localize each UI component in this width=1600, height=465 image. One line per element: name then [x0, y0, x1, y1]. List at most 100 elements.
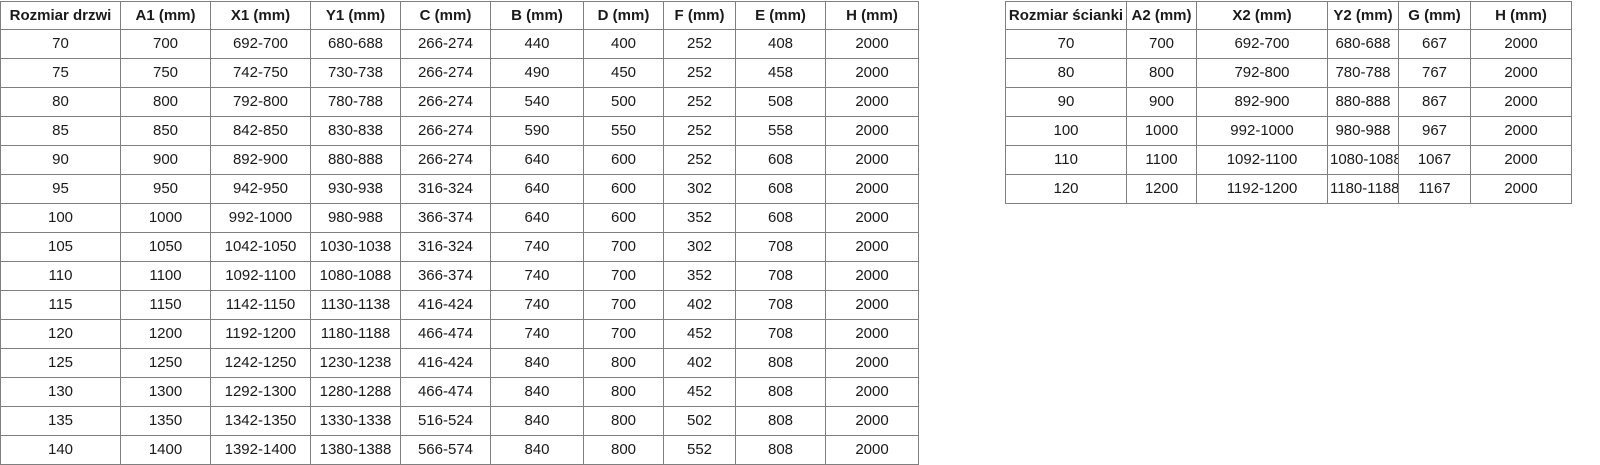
table-cell: 95 — [0, 174, 121, 204]
table-cell: 452 — [663, 377, 736, 407]
table-cell: 600 — [583, 203, 664, 233]
table-cell: 80 — [0, 87, 121, 117]
table-cell: 780-788 — [1327, 58, 1399, 88]
table-cell: 1230-1238 — [310, 348, 401, 378]
column-header: D (mm) — [583, 1, 664, 30]
table-cell: 750 — [120, 58, 211, 88]
table-cell: 266-274 — [400, 116, 491, 146]
table-cell: 1242-1250 — [210, 348, 311, 378]
table-cell: 692-700 — [1196, 29, 1328, 59]
table-cell: 640 — [490, 203, 584, 233]
table-cell: 352 — [663, 261, 736, 291]
table-cell: 800 — [583, 406, 664, 436]
table-cell: 740 — [490, 290, 584, 320]
column-header: G (mm) — [1398, 1, 1471, 30]
table-cell: 2000 — [1470, 58, 1572, 88]
table-cell: 316-324 — [400, 232, 491, 262]
table-body: 70 700 692-700 680-688 667 2000 80 800 792-800 78… — [1005, 29, 1572, 204]
table-cell: 700 — [583, 232, 664, 262]
table-cell: 2000 — [825, 174, 919, 204]
table-cell: 640 — [490, 145, 584, 175]
table-cell: 1342-1350 — [210, 406, 311, 436]
table-cell: 2000 — [1470, 174, 1572, 204]
table-cell: 120 — [0, 319, 121, 349]
table-cell: 608 — [735, 174, 826, 204]
table-cell: 708 — [735, 290, 826, 320]
table-cell: 590 — [490, 116, 584, 146]
column-header: H (mm) — [825, 1, 919, 30]
table-cell: 2000 — [825, 290, 919, 320]
table-cell: 408 — [735, 29, 826, 59]
table-cell: 730-738 — [310, 58, 401, 88]
table-cell: 508 — [735, 87, 826, 117]
table-cell: 992-1000 — [1196, 116, 1328, 146]
table-cell: 808 — [735, 435, 826, 465]
table-cell: 2000 — [825, 203, 919, 233]
table-cell: 1392-1400 — [210, 435, 311, 465]
table-cell: 700 — [583, 319, 664, 349]
table-cell: 252 — [663, 29, 736, 59]
table-cell: 2000 — [1470, 29, 1572, 59]
table-row: 70 700 692-700 680-688 266-274 440 400 252 408 20… — [0, 29, 919, 59]
column-header: H (mm) — [1470, 1, 1572, 30]
table-cell: 942-950 — [210, 174, 311, 204]
table-cell: 708 — [735, 319, 826, 349]
table-cell: 800 — [583, 348, 664, 378]
table-cell: 75 — [0, 58, 121, 88]
table-cell: 600 — [583, 174, 664, 204]
table-cell: 700 — [120, 29, 211, 59]
column-header: B (mm) — [490, 1, 584, 30]
table-cell: 252 — [663, 58, 736, 88]
table-cell: 70 — [0, 29, 121, 59]
table-cell: 2000 — [825, 58, 919, 88]
table-cell: 1292-1300 — [210, 377, 311, 407]
table-cell: 840 — [490, 377, 584, 407]
table-cell: 90 — [0, 145, 121, 175]
table-cell: 992-1000 — [210, 203, 311, 233]
table-cell: 252 — [663, 145, 736, 175]
table-cell: 2000 — [825, 29, 919, 59]
table-cell: 950 — [120, 174, 211, 204]
table-cell: 2000 — [825, 145, 919, 175]
table-cell: 450 — [583, 58, 664, 88]
table-cell: 850 — [120, 116, 211, 146]
table-cell: 402 — [663, 290, 736, 320]
table-cell: 2000 — [1470, 116, 1572, 146]
table-cell: 1100 — [1126, 145, 1197, 175]
table-cell: 440 — [490, 29, 584, 59]
table-cell: 1042-1050 — [210, 232, 311, 262]
column-header: A2 (mm) — [1126, 1, 1197, 30]
table-header-row: Rozmiar drzwi A1 (mm) X1 (mm) Y1 (mm) C (mm)… — [0, 1, 919, 30]
table-cell: 1280-1288 — [310, 377, 401, 407]
table-cell: 1180-1188 — [1327, 174, 1399, 204]
table-cell: 740 — [490, 261, 584, 291]
table-cell: 808 — [735, 406, 826, 436]
table-cell: 2000 — [825, 319, 919, 349]
table-cell: 742-750 — [210, 58, 311, 88]
table-cell: 800 — [583, 435, 664, 465]
table-cell: 1180-1188 — [310, 319, 401, 349]
table-cell: 110 — [0, 261, 121, 291]
table-cell: 1250 — [120, 348, 211, 378]
table-cell: 700 — [1126, 29, 1197, 59]
table-cell: 892-900 — [210, 145, 311, 175]
table-cell: 558 — [735, 116, 826, 146]
table-cell: 400 — [583, 29, 664, 59]
column-header: Rozmiar drzwi — [0, 1, 121, 30]
table-cell: 2000 — [825, 261, 919, 291]
table-cell: 1000 — [1126, 116, 1197, 146]
table-cell: 552 — [663, 435, 736, 465]
table-cell: 1167 — [1398, 174, 1471, 204]
table-cell: 967 — [1398, 116, 1471, 146]
table-cell: 1300 — [120, 377, 211, 407]
table-row: 100 1000 992-1000 980-988 967 2000 — [1005, 116, 1572, 146]
table-cell: 120 — [1005, 174, 1127, 204]
table-cell: 680-688 — [1327, 29, 1399, 59]
table-cell: 1092-1100 — [1196, 145, 1328, 175]
table-row: 135 1350 1342-1350 1330-1338 516-524 840 800 50… — [0, 406, 919, 436]
table-row: 110 1100 1092-1100 1080-1088 1067 2000 — [1005, 145, 1572, 175]
table-cell: 800 — [120, 87, 211, 117]
table-cell: 900 — [120, 145, 211, 175]
table-cell: 140 — [0, 435, 121, 465]
table-cell: 502 — [663, 406, 736, 436]
